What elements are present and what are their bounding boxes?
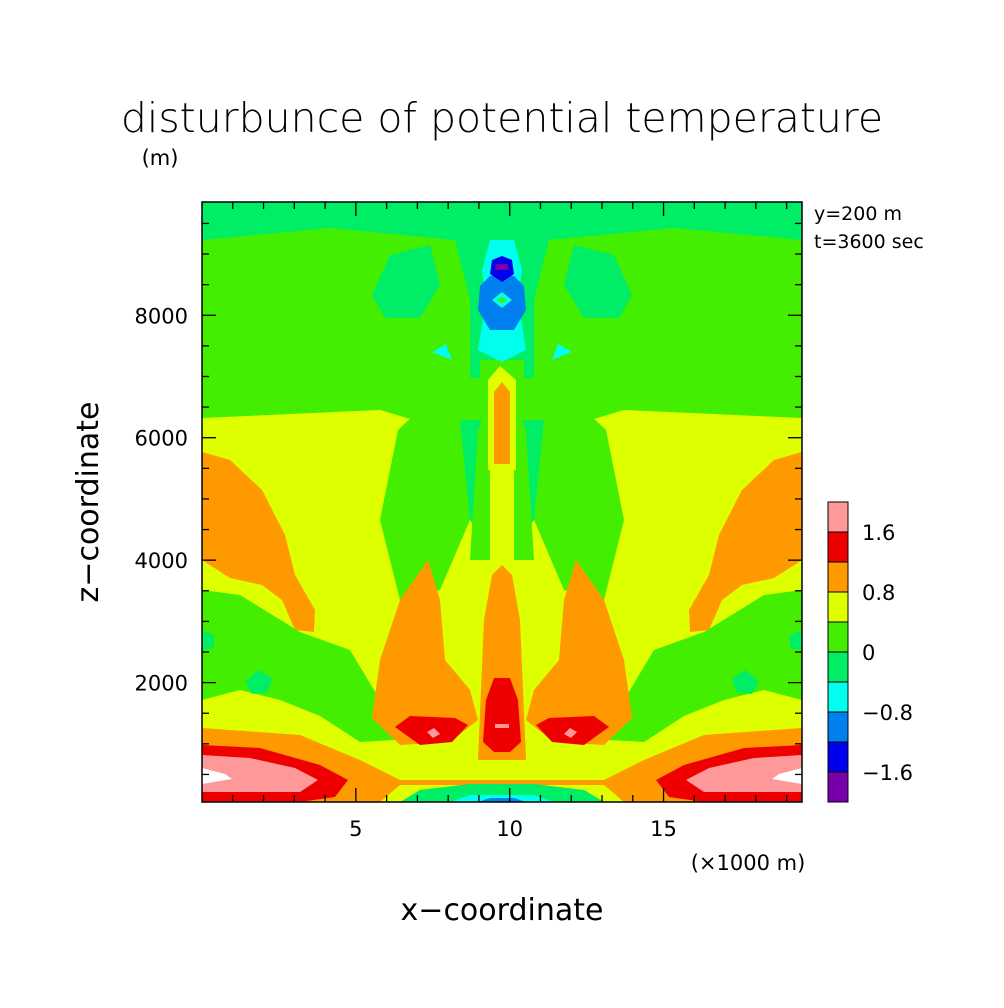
contour-region (552, 344, 572, 360)
contour-region (534, 400, 624, 600)
chart-title: disturbunce of potential temperature (121, 94, 883, 142)
annotation-y: y=200 m (814, 203, 902, 225)
contour-region (372, 560, 478, 745)
tick-labels: 5 10 15 2000 4000 6000 8000 (135, 304, 677, 841)
contour-region (564, 245, 632, 318)
y-tick-label: 6000 (135, 427, 188, 451)
colorbar-swatch (827, 771, 849, 803)
contour-region (686, 755, 802, 792)
contour-region (427, 728, 440, 738)
colorbar-swatch (827, 681, 849, 713)
y-tick-label: 4000 (135, 549, 188, 573)
contour-region (495, 724, 509, 728)
contour-region (470, 400, 490, 560)
axis-ticks (202, 202, 802, 802)
contour-region (432, 344, 452, 360)
contour-region (202, 630, 214, 650)
contour-region (772, 768, 802, 784)
x-unit-label: (×1000 m) (691, 851, 806, 875)
colorbar-swatch (827, 591, 849, 623)
contour-region (202, 452, 315, 632)
contour-region (202, 768, 232, 784)
colorbar-swatch (827, 501, 849, 533)
annotation-t: t=3600 sec (814, 231, 924, 253)
contour-region (526, 560, 632, 745)
colorbar-swatch (827, 561, 849, 593)
colorbar: 1.6 0.8 0 −0.8 −1.6 (827, 501, 913, 803)
colorbar-label: 1.6 (862, 521, 895, 545)
contour-region (372, 245, 440, 318)
y-axis-label: z−coordinate (71, 402, 106, 603)
colorbar-swatch (827, 531, 849, 563)
contour-region (478, 798, 526, 802)
y-tick-label: 2000 (135, 672, 188, 696)
colorbar-swatch (827, 711, 849, 743)
colorbar-label: −1.6 (862, 761, 913, 785)
contour-region (245, 670, 272, 694)
contour-region (494, 382, 510, 464)
colorbar-swatch (827, 651, 849, 683)
x-tick-label: 10 (496, 817, 523, 841)
colorbar-label: −0.8 (862, 701, 913, 725)
colorbar-swatch (827, 741, 849, 773)
contour-region (202, 755, 318, 792)
contour-region (790, 630, 802, 650)
plot-area (202, 202, 802, 802)
colorbar-swatch (827, 621, 849, 653)
contour-region (202, 590, 395, 742)
contour-region (400, 784, 604, 802)
colorbar-label: 0 (862, 641, 875, 665)
colorbar-label: 0.8 (862, 581, 895, 605)
x-axis-label: x−coordinate (401, 893, 604, 928)
plot-frame (201, 201, 803, 803)
contour-region (564, 728, 577, 738)
contour-region (380, 400, 470, 600)
contour-region (609, 590, 802, 742)
contour-region (497, 297, 507, 303)
y-unit-label: (m) (142, 146, 179, 170)
contour-region (732, 670, 759, 694)
x-tick-label: 15 (650, 817, 677, 841)
x-tick-label: 5 (349, 817, 362, 841)
contour-region (514, 400, 534, 560)
contour-region (495, 264, 509, 270)
contour-region (689, 452, 802, 632)
y-tick-label: 8000 (135, 304, 188, 328)
contour-region (202, 728, 802, 802)
contour-region (483, 678, 521, 752)
